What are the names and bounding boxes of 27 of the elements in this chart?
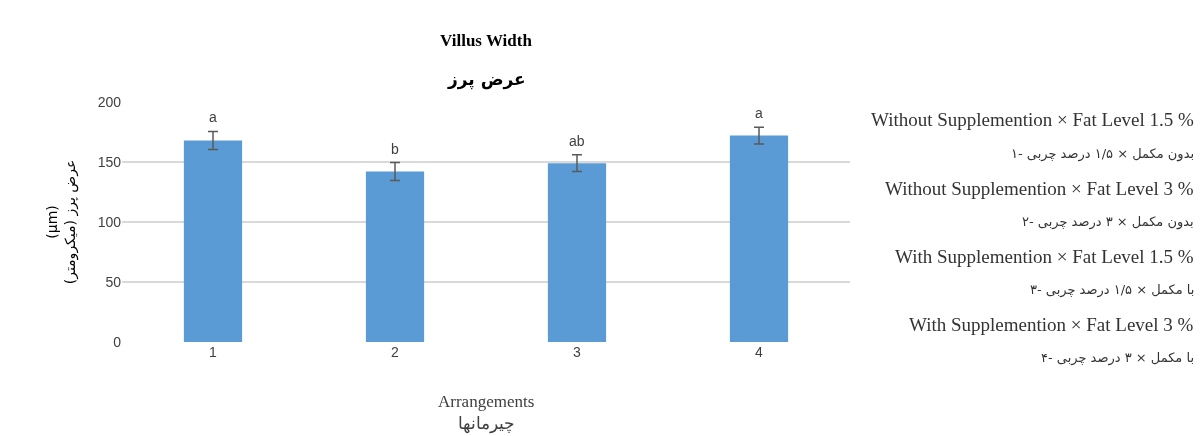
x-tick-label: 4 [755, 344, 764, 360]
chart-title: Villus Width [440, 30, 533, 50]
x-tick-label: 1 [209, 344, 218, 360]
text: With Supplemention × Fat Level 1.5 % [895, 246, 1194, 267]
text: Without Supplemention × Fat Level 1.5 % [871, 109, 1195, 130]
text: With Supplemention × Fat Level 3 % [909, 314, 1194, 335]
bar [365, 171, 425, 342]
text: ۳- با مکمل × ۱/۵ درصد چربی [1030, 282, 1195, 298]
text: ۲- بدون مکمل × ۳ درصد چربی [1022, 214, 1194, 230]
bar [729, 135, 789, 342]
x-tick-label: 2 [391, 344, 400, 360]
y-tick-label: 200 [97, 93, 122, 110]
bar [183, 140, 243, 342]
annotation: a [209, 109, 217, 125]
x-tick-label: 3 [573, 344, 582, 360]
annotation: a [755, 105, 763, 121]
y-tick-label: 0 [113, 333, 122, 350]
chart-subtitle: عرض پرز [447, 69, 526, 90]
bar [547, 163, 607, 342]
annotation: ab [569, 133, 585, 149]
text: ۴- با مکمل × ۳ درصد چربی [1041, 350, 1195, 366]
y-tick-label: 50 [105, 273, 122, 290]
annotation: b [391, 141, 399, 157]
text: Without Supplemention × Fat Level 3 % [885, 178, 1194, 199]
text: ۱- بدون مکمل × ۱/۵ درصد چربی [1011, 146, 1195, 162]
y-tick-label: 100 [97, 213, 122, 230]
y-tick-label: 150 [97, 153, 122, 170]
